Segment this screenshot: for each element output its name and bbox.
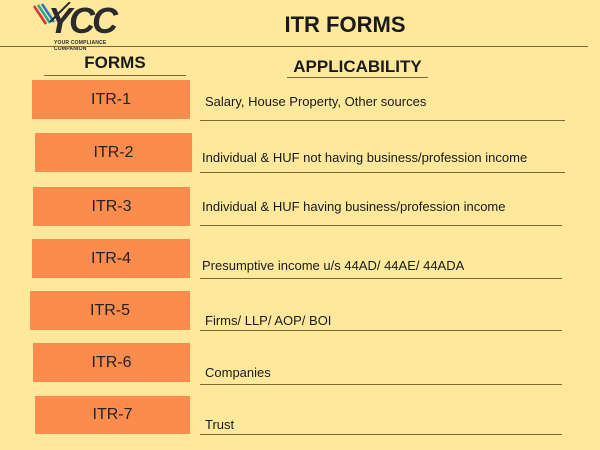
applicability-text: Presumptive income u/s 44AD/ 44AE/ 44ADA <box>202 258 465 273</box>
applicability-text: Salary, House Property, Other sources <box>205 94 427 109</box>
form-box: ITR-7 <box>35 396 190 434</box>
row-underline <box>200 330 562 331</box>
row-underline <box>200 225 562 226</box>
applicability-text: Individual & HUF having business/profess… <box>202 199 506 214</box>
row-underline <box>200 278 562 279</box>
logo-text: YCC <box>48 0 118 41</box>
applicability-text: Firms/ LLP/ AOP/ BOI <box>205 313 332 328</box>
form-box: ITR-2 <box>35 133 192 172</box>
form-box: ITR-5 <box>30 291 190 330</box>
form-box: ITR-3 <box>33 187 190 226</box>
row-underline <box>200 384 562 385</box>
row-underline <box>200 172 565 173</box>
page-title: ITR FORMS <box>284 12 406 37</box>
form-box: ITR-4 <box>32 239 190 278</box>
logo-tagline: YOUR COMPLIANCE COMPANION <box>54 40 107 52</box>
form-box: ITR-1 <box>32 80 190 119</box>
form-box: ITR-6 <box>33 343 190 382</box>
logo: YCC YOUR COMPLIANCE COMPANION <box>32 0 132 52</box>
applicability-text: Individual & HUF not having business/pro… <box>202 150 528 165</box>
forms-header-underline <box>44 75 186 76</box>
header-divider <box>0 46 588 47</box>
applicability-text: Trust <box>205 417 235 432</box>
row-underline <box>200 434 562 435</box>
logo-stripes-icon <box>32 2 71 25</box>
forms-header: FORMS <box>84 53 146 72</box>
applicability-text: Companies <box>205 365 271 380</box>
applicability-header: APPLICABILITY <box>293 57 422 76</box>
row-underline <box>200 120 565 121</box>
applicability-header-underline <box>287 77 428 78</box>
